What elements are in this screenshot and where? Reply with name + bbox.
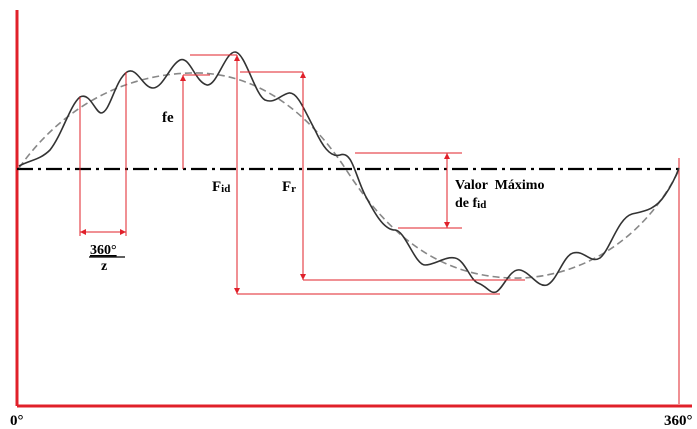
fidmax-arrow-bottom: [444, 222, 450, 228]
fidmax-arrow-top: [444, 153, 450, 159]
ideal-sine-curve: [18, 72, 680, 279]
de-fid-label: de fid: [455, 196, 486, 211]
measured-curve: [18, 51, 680, 294]
fr-arrow-top: [300, 72, 306, 78]
fid-arrow-top: [234, 55, 240, 61]
axis-end-label: 360°: [664, 413, 693, 429]
fe-arrow-top: [180, 75, 186, 81]
pitch-label-top: 360°: [90, 243, 117, 258]
pitch-arrow-right: [120, 229, 126, 235]
pitch-arrow-left: [80, 229, 86, 235]
valor-maximo-label: Valor Máximo: [455, 178, 544, 193]
pitch-label-bottom: z: [101, 259, 107, 274]
fr-arrow-bottom: [300, 274, 306, 280]
fid-arrow-bottom: [234, 288, 240, 294]
fe-label: fe: [162, 110, 174, 126]
fid-label: Fid: [212, 179, 230, 195]
axis-start-label: 0°: [10, 413, 24, 429]
fr-label: Fr: [282, 179, 296, 195]
